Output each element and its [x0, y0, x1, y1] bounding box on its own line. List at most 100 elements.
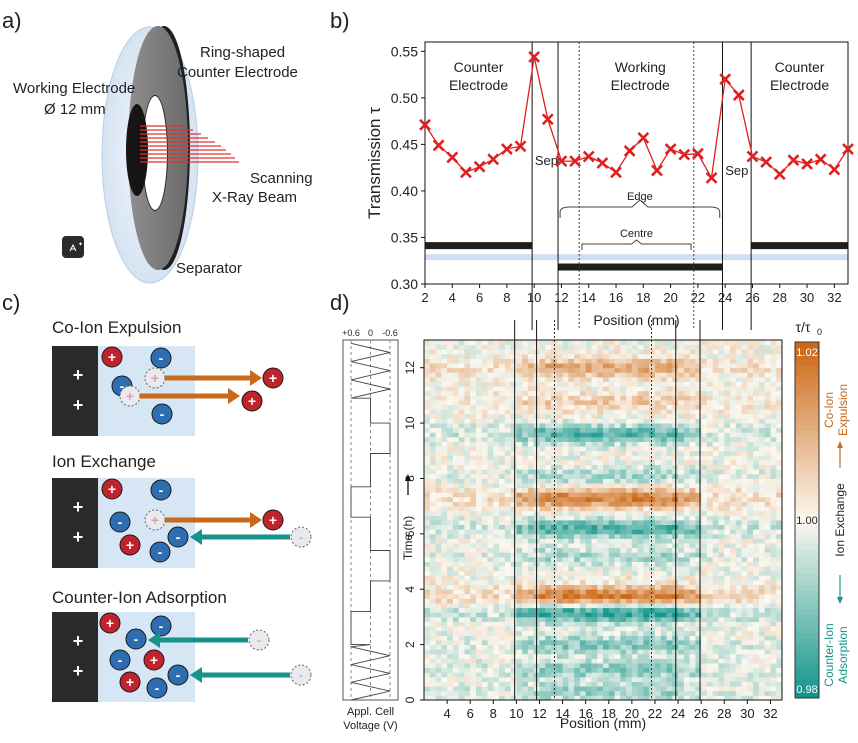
colorbar-middle-label: Ion Exchange	[833, 483, 847, 557]
x-tick-label: 10	[527, 290, 541, 305]
electrode-plus: +	[73, 527, 84, 547]
region-label: Electrode	[449, 77, 508, 93]
svg-text:-: -	[118, 514, 123, 530]
data-point	[760, 156, 773, 168]
colorbar-down-arrow-head	[837, 597, 843, 604]
y-tick-label: 10	[403, 416, 417, 430]
data-point	[664, 143, 677, 155]
time-arrow-head	[405, 474, 411, 481]
electrode-plus: +	[73, 395, 84, 415]
scenario-title-co-ion: Co-Ion Expulsion	[52, 318, 182, 337]
panel-letter-b: b)	[330, 8, 350, 33]
y-tick-label: 0.50	[391, 90, 418, 106]
y-tick-label: 4	[403, 586, 417, 593]
x-tick-label: 30	[740, 706, 754, 721]
co-ion-arrow-head	[228, 388, 240, 404]
x-tick-label: 18	[636, 290, 650, 305]
y-tick-label: 0	[403, 696, 417, 703]
data-point	[732, 89, 745, 101]
x-tick-label: 24	[671, 706, 685, 721]
edge-label: Edge	[627, 191, 653, 203]
x-tick-label: 26	[694, 706, 708, 721]
x-tick-label: 10	[509, 706, 523, 721]
voltage-label-line1: Appl. Cell	[347, 706, 394, 718]
colorbar-upper-label1: Co-Ion	[822, 392, 836, 428]
svg-text:+: +	[108, 349, 116, 365]
y-tick-label: 6	[403, 530, 417, 537]
x-tick-label: 28	[717, 706, 731, 721]
svg-text:-: -	[158, 544, 163, 560]
x-tick-label: 12	[554, 290, 568, 305]
electrode-plus: +	[73, 365, 84, 385]
data-point	[514, 140, 527, 153]
svg-text:+: +	[248, 393, 256, 409]
x-tick-label: 26	[745, 290, 759, 305]
data-point	[814, 153, 827, 166]
exchange-out-arrow-head	[250, 512, 262, 528]
y-tick-label: 2	[403, 641, 417, 648]
x-axis-label: Position (mm)	[560, 715, 646, 731]
electrode-plus: +	[73, 661, 84, 681]
voltage-tick-label: 0	[368, 328, 373, 338]
separator-bar	[425, 254, 848, 261]
cation-expelled: +	[262, 509, 284, 531]
colorbar-title-subscript: 0	[817, 327, 822, 337]
x-tick-label: 22	[691, 290, 705, 305]
transmission-line	[424, 56, 849, 180]
x-tick-label: 4	[449, 290, 456, 305]
centre-brace	[581, 239, 692, 250]
x-tick-label: 2	[421, 290, 428, 305]
cation-expelled: +	[262, 367, 284, 389]
svg-text:-: -	[134, 631, 139, 647]
x-tick-label: 4	[443, 706, 450, 721]
svg-text:-: -	[118, 652, 123, 668]
label-beam-line2: X-Ray Beam	[212, 189, 298, 206]
y-tick-label: 0.30	[391, 276, 418, 292]
anion: -	[149, 541, 171, 563]
data-point	[487, 153, 500, 166]
voltage-label-line2: Voltage (V)	[343, 720, 397, 732]
data-point	[610, 166, 622, 179]
x-tick-label: 20	[625, 706, 639, 721]
centre-label: Centre	[620, 228, 653, 240]
x-tick-label: 32	[763, 706, 777, 721]
scenario-title-ion-exchange: Ion Exchange	[52, 452, 156, 471]
svg-text:-: -	[176, 529, 181, 545]
heatmap-frame	[423, 339, 783, 701]
voltage-trace	[350, 342, 391, 701]
label-working-electrode: Working Electrode	[13, 80, 136, 97]
anion: -	[109, 649, 131, 671]
x-tick-label: 30	[800, 290, 814, 305]
svg-text:-: -	[159, 618, 164, 634]
panel-letter-d: d)	[330, 290, 350, 315]
x-tick-label: 16	[609, 290, 623, 305]
panel-letter-a: a)	[2, 8, 22, 33]
svg-text:+: +	[150, 652, 158, 668]
sparkle-icon	[62, 236, 84, 258]
data-point	[705, 171, 718, 184]
adsorption-arrow-head	[148, 632, 160, 648]
electrode-block	[52, 346, 98, 436]
region-label: Electrode	[770, 77, 829, 93]
mechanism-diagram: +++ -- ++-+++++ -- ++ --+-+++ --- ++ ----	[52, 346, 312, 702]
x-tick-label: 22	[648, 706, 662, 721]
cation: +	[99, 612, 121, 634]
panel-letter-c: c)	[2, 290, 21, 315]
plot-frame	[424, 41, 849, 285]
label-beam-line1: Scanning	[250, 170, 313, 187]
edge-brace	[559, 199, 721, 218]
counter-electrode-bar-right	[751, 242, 848, 250]
electrode-block	[52, 612, 98, 702]
data-point	[419, 118, 431, 131]
data-point	[678, 148, 691, 161]
data-point	[569, 155, 582, 168]
svg-text:-: -	[155, 680, 160, 696]
anion: -	[150, 479, 172, 501]
data-point	[528, 50, 541, 63]
cation-faded: +	[144, 509, 166, 531]
svg-text:-: -	[160, 406, 165, 422]
svg-text:-: -	[299, 667, 304, 683]
voltage-tick-label: -0.6	[382, 328, 398, 338]
y-tick-label: 0.45	[391, 136, 418, 152]
x-tick-label: 20	[663, 290, 677, 305]
